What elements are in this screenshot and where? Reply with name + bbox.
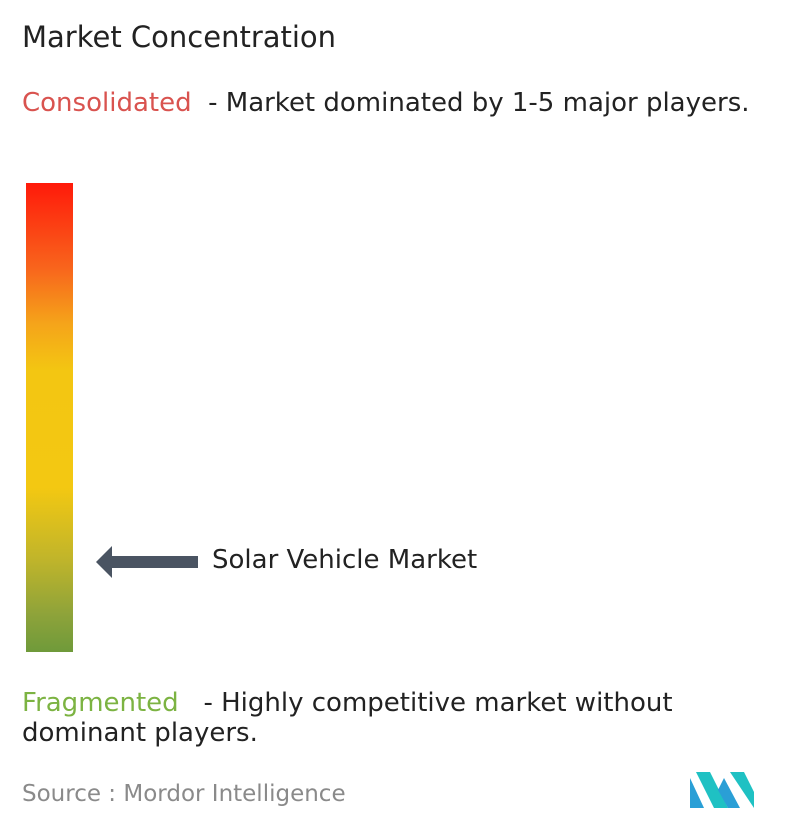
logo-part (730, 772, 754, 808)
logo-part (696, 772, 728, 808)
consolidated-description: - Market dominated by 1-5 major players. (208, 88, 750, 118)
fragmented-row: Fragmented - Highly competitive market w… (22, 688, 792, 748)
logo (690, 772, 754, 808)
source: Source : Mordor Intelligence (22, 781, 346, 807)
title: Market Concentration (22, 20, 337, 54)
fragmented-description: - Highly competitive market without domi… (22, 688, 673, 748)
fragmented-label: Fragmented (22, 688, 179, 718)
logo-part (718, 778, 740, 808)
marker-label: Solar Vehicle Market (212, 545, 478, 575)
concentration-gradient (26, 183, 73, 652)
source-name: Mordor Intelligence (123, 781, 346, 807)
source-label: Source : (22, 781, 117, 807)
consolidated-label: Consolidated (22, 88, 192, 118)
marker-arrow (96, 546, 198, 578)
consolidated-row: Consolidated - Market dominated by 1-5 m… (22, 88, 792, 118)
arrow-shape (96, 546, 198, 578)
logo-part (690, 778, 704, 808)
